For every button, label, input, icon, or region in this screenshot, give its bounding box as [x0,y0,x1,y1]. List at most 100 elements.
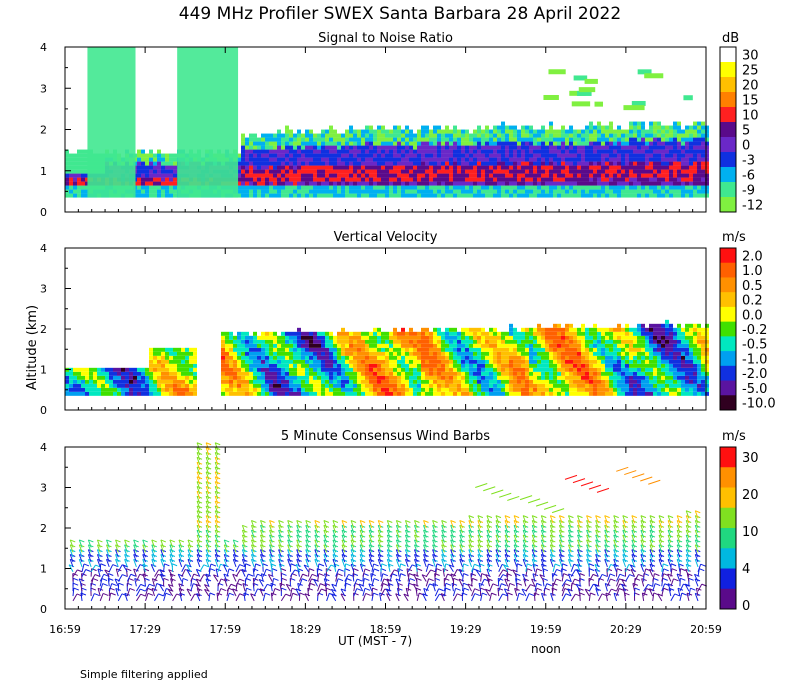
field-cell [561,327,565,332]
field-cell [341,339,345,344]
field-cell [305,331,309,336]
field-cell [533,331,537,336]
field-cell [265,387,269,392]
field-cell [221,387,225,392]
field-cell [701,347,705,352]
field-cell [269,133,273,138]
field-cell [301,331,305,336]
field-cell [481,145,485,150]
field-cell [469,157,473,162]
field-cell [369,351,373,356]
field-cell [409,181,413,186]
field-cell [537,363,541,368]
field-cell [233,343,237,348]
field-cell [457,335,461,340]
field-cell [365,351,369,356]
field-cell [409,335,413,340]
field-cell [301,375,305,380]
field-cell [437,125,441,130]
field-cell [353,185,357,190]
field-cell [589,327,593,332]
field-cell [401,137,405,142]
field-cell [481,379,485,384]
field-cell [625,189,629,194]
field-cell [613,327,617,332]
field-cell [233,363,237,368]
field-cell [665,343,669,348]
field-cell [253,153,257,158]
field-cell [373,153,377,158]
field-cell [645,327,649,332]
field-cell [265,185,269,190]
field-cell [337,145,341,150]
field-cell [693,355,697,360]
field-cell [517,149,521,154]
field-cell [157,367,161,372]
field-cell [505,339,509,344]
field-cell [397,371,401,376]
field-cell [513,129,517,134]
field-cell [449,339,453,344]
field-cell [329,185,333,190]
field-cell [597,153,601,158]
field-cell [625,153,629,158]
field-cell [465,367,469,372]
field-cell [521,379,525,384]
field-cell [457,351,461,356]
field-cell [285,391,289,396]
field-cell [281,141,285,146]
field-cell [333,347,337,352]
field-cell [289,145,293,150]
field-cell [445,185,449,190]
field-cell [509,391,513,396]
field-cell [385,359,389,364]
field-cell [453,129,457,134]
field-cell [181,383,185,388]
field-cell [501,165,505,170]
field-cell [309,379,313,384]
field-cell [629,363,633,368]
field-cell [677,343,681,348]
field-cell [137,383,141,388]
field-cell [333,189,337,194]
field-cell [77,391,81,396]
field-cell [417,137,421,142]
field-cell [449,169,453,174]
field-cell [325,137,329,142]
field-cell [593,153,597,158]
field-cell [681,335,685,340]
field-cell [605,351,609,356]
panel-title: Vertical Velocity [334,230,438,245]
field-cell [297,343,301,348]
field-cell [513,133,517,138]
field-cell [597,161,601,166]
field-cell [473,327,477,332]
field-cell [469,343,473,348]
field-cell [609,347,613,352]
field-cell [281,371,285,376]
field-cell [277,133,281,138]
field-cell [241,351,245,356]
field-cell [489,181,493,186]
field-cell [585,363,589,368]
field-cell [497,189,501,194]
field-cell [461,177,465,182]
field-cell [161,165,165,170]
field-cell [541,169,545,174]
field-cell [353,335,357,340]
field-cell [597,367,601,372]
field-cell [629,391,633,396]
field-cell [249,133,253,138]
field-cell [653,189,657,194]
field-cell [233,335,237,340]
field-cell [309,355,313,360]
field-cell [697,331,701,336]
field-cell [593,339,597,344]
field-cell [273,355,277,360]
field-cell [329,383,333,388]
field-cell [409,185,413,190]
field-cell [681,375,685,380]
field-cell [345,347,349,352]
field-cell [673,371,677,376]
field-cell [585,189,589,194]
